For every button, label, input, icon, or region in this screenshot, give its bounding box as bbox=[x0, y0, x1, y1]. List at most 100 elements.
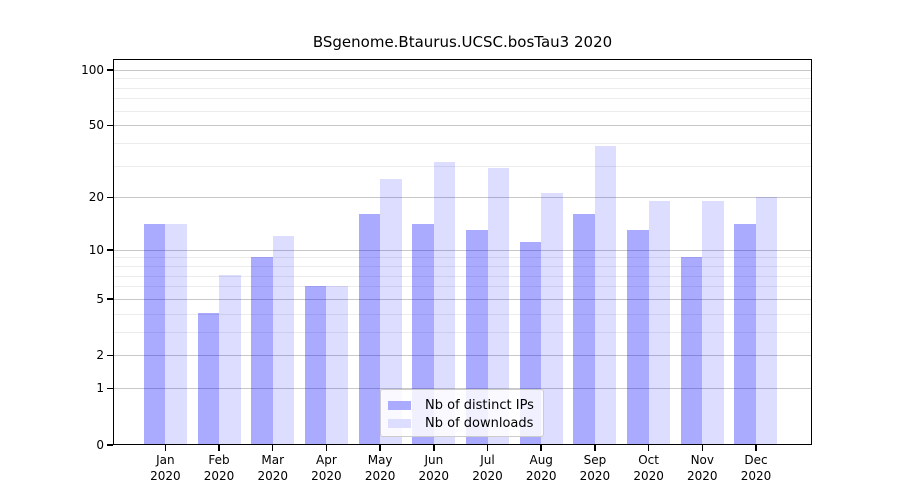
x-tick-mark bbox=[433, 445, 435, 451]
x-tick-month: Jul bbox=[480, 453, 495, 467]
x-tick-label: Jul 2020 bbox=[461, 452, 515, 484]
x-tick-month: Nov bbox=[690, 453, 714, 467]
x-tick-year: 2020 bbox=[472, 469, 503, 483]
x-tick-month: Sep bbox=[583, 453, 607, 467]
bar-distinct-ips bbox=[573, 213, 595, 444]
bar-downloads bbox=[272, 235, 295, 444]
legend-swatch bbox=[388, 418, 411, 428]
x-tick-label: Sep 2020 bbox=[568, 452, 622, 484]
y-tick-label: 10 bbox=[88, 242, 104, 257]
bar-downloads bbox=[648, 200, 671, 444]
y-tick-label: 100 bbox=[81, 62, 104, 77]
bar-distinct-ips bbox=[627, 229, 649, 444]
gridline-major bbox=[114, 69, 811, 71]
x-tick-year: 2020 bbox=[150, 469, 181, 483]
x-tick-month: Apr bbox=[316, 453, 337, 467]
x-tick-year: 2020 bbox=[311, 469, 342, 483]
x-tick-mark bbox=[325, 445, 328, 451]
bar-downloads bbox=[219, 275, 241, 444]
x-tick-mark bbox=[218, 445, 220, 451]
gridline-major bbox=[114, 388, 811, 390]
y-tick-label: 50 bbox=[88, 118, 104, 133]
bar-distinct-ips bbox=[197, 313, 220, 444]
y-tick-mark bbox=[107, 298, 113, 300]
x-tick-mark bbox=[540, 445, 542, 451]
x-tick-month: Jun bbox=[424, 453, 444, 467]
y-tick-label: 20 bbox=[88, 190, 104, 205]
x-tick-year: 2020 bbox=[579, 469, 611, 483]
plot-area bbox=[113, 59, 812, 445]
gridline-minor bbox=[114, 331, 811, 333]
x-tick-year: 2020 bbox=[740, 469, 772, 483]
gridline-minor bbox=[114, 286, 811, 288]
x-tick-mark bbox=[755, 445, 757, 451]
x-tick-mark bbox=[486, 445, 489, 451]
gridline-minor bbox=[114, 266, 811, 267]
x-tick-label: Apr 2020 bbox=[299, 452, 353, 484]
gridline-major bbox=[114, 249, 811, 251]
bar-distinct-ips bbox=[251, 256, 273, 444]
x-tick-label: Nov 2020 bbox=[675, 452, 729, 484]
bar-downloads bbox=[755, 196, 778, 444]
bar-downloads bbox=[594, 146, 617, 444]
x-tick-month: Feb bbox=[208, 453, 230, 467]
x-tick-label: Oct 2020 bbox=[622, 452, 676, 484]
bar-downloads bbox=[433, 162, 456, 444]
y-tick-label: 2 bbox=[96, 348, 104, 363]
bar-distinct-ips bbox=[358, 213, 381, 444]
x-tick-month: May bbox=[367, 453, 393, 467]
gridline-major bbox=[114, 355, 811, 357]
gridline-minor bbox=[114, 165, 811, 167]
x-tick-year: 2020 bbox=[687, 469, 718, 483]
bar-downloads bbox=[165, 224, 187, 444]
gridline-minor bbox=[114, 110, 811, 112]
x-tick-month: Mar bbox=[261, 453, 285, 467]
x-tick-mark bbox=[379, 445, 381, 451]
x-tick-label: Dec 2020 bbox=[729, 452, 783, 484]
bar-downloads bbox=[487, 167, 510, 444]
legend-label: Nb of downloads bbox=[425, 415, 534, 431]
bar-downloads bbox=[541, 192, 563, 444]
x-tick-mark bbox=[271, 445, 274, 451]
legend-swatch bbox=[388, 400, 411, 410]
gridline-minor bbox=[114, 257, 811, 259]
x-tick-year: 2020 bbox=[633, 469, 664, 483]
y-tick-mark bbox=[107, 196, 113, 199]
bar-distinct-ips bbox=[143, 224, 166, 444]
x-tick-mark bbox=[647, 445, 650, 451]
x-tick-month: Oct bbox=[638, 453, 659, 467]
bar-downloads bbox=[326, 285, 348, 444]
x-tick-month: Aug bbox=[529, 453, 553, 467]
gridline-minor bbox=[114, 313, 811, 315]
x-tick-year: 2020 bbox=[525, 469, 557, 483]
x-tick-year: 2020 bbox=[364, 469, 396, 483]
x-tick-month: Jan bbox=[156, 453, 175, 467]
bar-distinct-ips bbox=[304, 285, 327, 444]
y-tick-mark bbox=[107, 124, 113, 127]
gridline-major bbox=[114, 298, 811, 300]
bar-downloads bbox=[702, 200, 724, 444]
legend-label: Nb of distinct IPs bbox=[425, 397, 534, 413]
x-tick-label: Mar 2020 bbox=[246, 452, 300, 484]
gridline-minor bbox=[114, 87, 811, 89]
gridline-minor bbox=[114, 78, 811, 80]
legend-row-downloads: Nb of downloads bbox=[388, 414, 536, 432]
x-tick-label: Jan 2020 bbox=[138, 452, 192, 484]
gridline-minor bbox=[114, 142, 811, 144]
gridline-minor bbox=[114, 98, 811, 100]
y-tick-mark bbox=[107, 387, 113, 390]
x-tick-mark bbox=[164, 445, 167, 451]
x-tick-label: Jun 2020 bbox=[407, 452, 461, 484]
y-tick-label: 1 bbox=[96, 381, 104, 396]
x-tick-label: Feb 2020 bbox=[192, 452, 246, 484]
x-tick-label: Aug 2020 bbox=[514, 452, 568, 484]
gridline-major bbox=[114, 197, 811, 199]
bar-distinct-ips bbox=[680, 256, 703, 444]
x-tick-year: 2020 bbox=[203, 469, 235, 483]
y-tick-mark bbox=[107, 354, 113, 357]
x-tick-year: 2020 bbox=[257, 469, 288, 483]
y-tick-mark bbox=[107, 69, 113, 71]
x-tick-month: Dec bbox=[744, 453, 768, 467]
gridline-minor bbox=[114, 275, 811, 277]
